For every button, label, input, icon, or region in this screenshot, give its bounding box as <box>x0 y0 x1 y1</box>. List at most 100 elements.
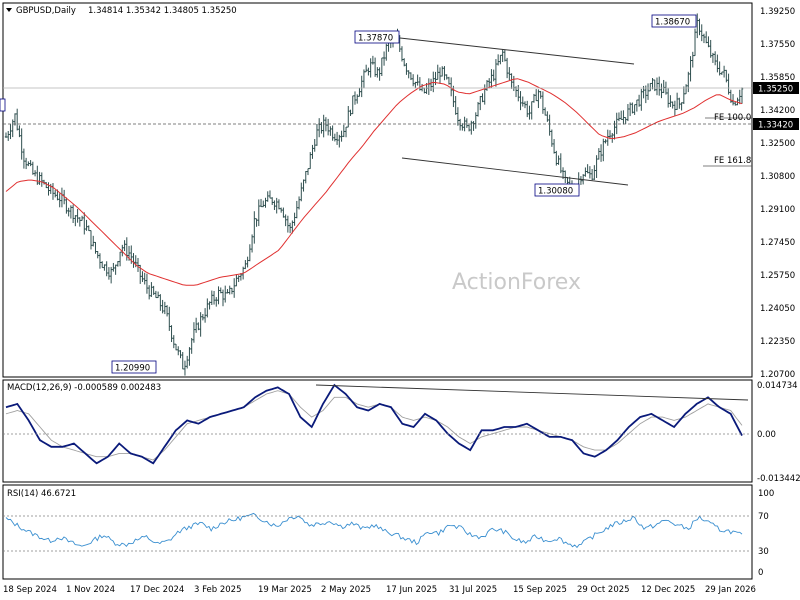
ohlc-bar <box>224 285 227 303</box>
ohlc-bar <box>302 179 305 192</box>
ohlc-bar <box>208 301 211 310</box>
ohlc-bar <box>136 257 140 272</box>
price-tick: 1.20700 <box>760 370 795 380</box>
ohlc-bar <box>181 352 184 370</box>
ohlc-bar <box>409 72 413 81</box>
ohlc-bar <box>443 66 446 81</box>
ohlc-bar <box>635 99 639 112</box>
price-tick: 1.22350 <box>760 337 795 347</box>
rsi-tick: 0 <box>758 568 763 578</box>
ohlc-bar <box>221 289 225 307</box>
ohlc-bar <box>253 211 256 244</box>
ohlc-bar <box>351 95 354 115</box>
ohlc-bar <box>660 83 663 99</box>
ohlc-bar <box>678 97 681 109</box>
ohlc-bar <box>382 51 386 66</box>
ohlc-bar <box>700 24 703 42</box>
ohlc-bar <box>18 125 21 138</box>
ohlc-bar <box>145 273 149 294</box>
ohlc-bar <box>259 198 263 208</box>
ohlc-bar <box>503 49 507 62</box>
ohlc-bar <box>94 241 97 254</box>
svg-text:1.37870: 1.37870 <box>358 34 393 44</box>
ohlc-bar <box>729 89 733 103</box>
macd-series <box>5 383 743 465</box>
ohlc-bar <box>716 54 719 73</box>
rsi-tick: 30 <box>758 547 769 557</box>
ohlc-bar <box>541 91 545 114</box>
ohlc-bar <box>170 325 173 343</box>
ohlc-bar <box>277 199 281 210</box>
ohlc-bar <box>602 138 605 162</box>
ohlc-label: 1.34814 1.35342 1.34805 1.35250 <box>88 6 237 16</box>
ohlc-bar <box>244 260 247 270</box>
ohlc-bar <box>199 312 202 337</box>
ohlc-bar <box>293 212 296 226</box>
ohlc-bar <box>519 91 522 111</box>
ohlc-bar <box>344 126 348 138</box>
ohlc-bar <box>472 121 475 131</box>
ohlc-bar <box>76 209 79 223</box>
moving-average-series <box>5 78 743 286</box>
ohlc-bar <box>13 113 17 126</box>
ohlc-bar <box>248 244 252 262</box>
ohlc-bar <box>288 222 292 234</box>
ohlc-bar <box>22 148 26 169</box>
ohlc-bar <box>698 18 701 36</box>
ohlc-bar <box>400 46 404 62</box>
ohlc-bar <box>501 49 504 62</box>
price-tick: 1.30800 <box>760 172 795 182</box>
macd-panel-frame <box>2 379 753 483</box>
ohlc-bar <box>658 76 661 96</box>
x-tick: 1 Nov 2024 <box>66 585 115 595</box>
ohlc-bar <box>33 170 37 177</box>
ohlc-bar <box>713 51 717 66</box>
ohlc-bar <box>532 93 536 103</box>
macd-divergence-line <box>315 384 749 401</box>
x-tick: 17 Jun 2025 <box>386 585 437 595</box>
ohlc-bar <box>255 218 258 227</box>
ohlc-bar <box>447 76 451 85</box>
ohlc-bar <box>87 225 90 232</box>
ohlc-bar <box>228 285 231 295</box>
x-tick: 19 Mar 2025 <box>258 585 312 595</box>
ohlc-bar <box>4 132 8 138</box>
ohlc-bar <box>156 291 160 299</box>
ohlc-bar <box>411 74 415 87</box>
ohlc-bar <box>271 197 274 205</box>
price-tick: 1.37550 <box>760 40 795 50</box>
ohlc-bar <box>628 102 632 117</box>
ohlc-bar <box>177 346 180 356</box>
ohlc-bar <box>727 73 730 95</box>
ohlc-bar <box>644 85 648 104</box>
ohlc-bar <box>217 286 220 305</box>
ohlc-bar <box>257 199 260 227</box>
ohlc-bar <box>441 66 444 77</box>
ohlc-bar <box>490 69 493 88</box>
ohlc-bar <box>295 200 299 219</box>
ohlc-bar <box>179 350 182 359</box>
ohlc-bar <box>275 197 278 214</box>
ohlc-bar <box>279 207 283 213</box>
ohlc-bar <box>197 322 200 331</box>
ohlc-bar <box>364 64 368 73</box>
ohlc-bar <box>548 114 551 136</box>
x-tick: 18 Sep 2024 <box>3 585 57 595</box>
macd-tick: 0.00 <box>757 430 776 440</box>
ohlc-bar <box>499 54 502 65</box>
ohlc-bar <box>593 165 596 181</box>
ohlc-bar <box>543 107 547 116</box>
ohlc-bar <box>367 67 370 76</box>
ohlc-bar <box>494 59 498 87</box>
current-price-badge: 1.35250 <box>753 82 799 95</box>
ohlc-bar <box>212 290 216 305</box>
ohlc-bar <box>358 87 361 97</box>
ohlc-bar <box>174 343 178 351</box>
ohlc-bar <box>369 58 372 78</box>
ohlc-bar <box>631 102 634 114</box>
ohlc-bar <box>210 290 214 306</box>
annotation-high-1: 1.37870 <box>354 30 400 44</box>
ohlc-bar <box>711 52 715 63</box>
x-axis: 18 Sep 2024 1 Nov 2024 17 Dec 2024 3 Feb… <box>3 585 756 595</box>
ohlc-bar <box>159 294 162 311</box>
